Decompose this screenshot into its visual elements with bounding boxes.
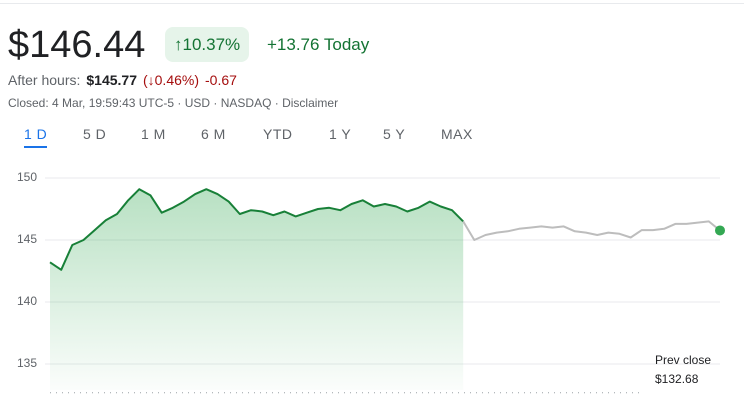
after-hours-price: $145.77 — [86, 72, 137, 88]
range-tab[interactable]: 1 D — [24, 126, 48, 148]
range-tab[interactable]: 6 M — [201, 126, 226, 142]
y-tick-label: 150 — [17, 170, 37, 184]
prev-close-value: $132.68 — [655, 372, 699, 386]
divider — [0, 3, 744, 4]
range-tab[interactable]: 5 D — [83, 126, 107, 142]
range-tab[interactable]: 1 Y — [329, 126, 352, 142]
range-tab[interactable]: MAX — [441, 126, 473, 142]
price-line — [49, 188, 464, 271]
change-today: +13.76 Today — [267, 35, 370, 54]
after-hours: After hours: $145.77 (↓0.46%) -0.67 — [8, 72, 237, 88]
after-hours-pct: (↓0.46%) — [142, 72, 200, 88]
area — [50, 189, 464, 390]
range-tab[interactable]: 1 M — [141, 126, 166, 142]
disclaimer-link[interactable]: Disclaimer — [282, 96, 339, 110]
status: Closed: 4 Mar, 19:59:43 UTC-5 · USD · NA… — [8, 96, 338, 110]
y-tick-label: 140 — [17, 294, 37, 308]
last-point — [715, 225, 725, 236]
prev-close-label: Prev close — [655, 353, 711, 367]
after-hours-label: After hours: — [8, 72, 81, 88]
change-badge: ↑10.37% — [165, 27, 250, 62]
status-text: Closed: 4 Mar, 19:59:43 UTC-5 · USD · NA… — [8, 96, 283, 110]
range-tab[interactable]: 5 Y — [383, 126, 406, 142]
y-tick-label: 145 — [17, 232, 37, 246]
range-tab[interactable]: YTD — [263, 126, 293, 142]
after-hours-change: -0.67 — [205, 72, 237, 88]
y-tick-label: 135 — [17, 356, 37, 370]
price-line — [462, 220, 721, 241]
price: $146.44 — [8, 24, 146, 66]
